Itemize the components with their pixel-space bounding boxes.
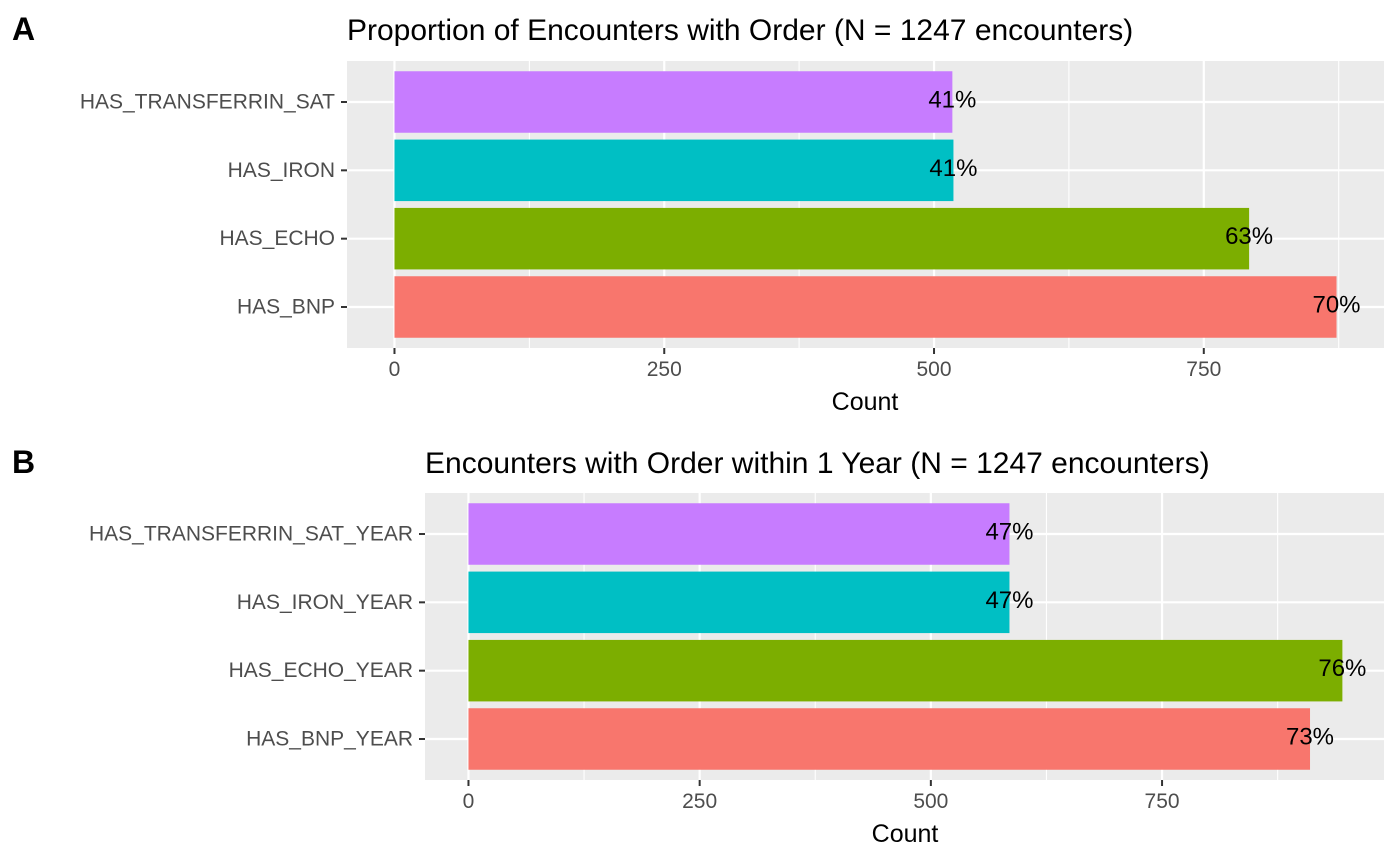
panel-b: B Encounters with Order within 1 Year (N… (12, 444, 1384, 848)
panel-a-plot-area: 41% HAS_TRANSFERRIN_SAT 41% HAS_IRON 63% HAS_… (80, 61, 1384, 381)
panel-b-bar-has-bnp-year (468, 708, 1311, 770)
panel-a-category-label: HAS_ECHO (219, 227, 335, 250)
panel-a-data-label: 41% (928, 87, 976, 114)
panel-a-x-tick-label: 500 (916, 358, 951, 381)
panel-b-data-label: 47% (985, 519, 1033, 546)
panel-a-tag: A (12, 11, 35, 47)
panel-a-category-label: HAS_BNP (237, 296, 335, 319)
panel-b-category-label: HAS_ECHO_YEAR (229, 659, 413, 682)
panel-b-tag: B (12, 444, 35, 480)
panel-b-x-tick-label: 500 (913, 790, 948, 813)
panel-b-data-label: 73% (1286, 724, 1334, 751)
panel-a-bar-has-iron (394, 139, 954, 202)
panel-a: A Proportion of Encounters with Order (N… (12, 11, 1384, 416)
panel-a-data-label: 70% (1312, 292, 1360, 319)
panel-a-x-tick-label: 0 (389, 358, 401, 381)
panel-a-data-label: 63% (1225, 223, 1273, 250)
panel-b-x-tick-label: 250 (682, 790, 717, 813)
panel-b-category-label: HAS_BNP_YEAR (246, 728, 413, 751)
panel-a-title: Proportion of Encounters with Order (N =… (347, 14, 1133, 47)
panel-b-x-tick-label: 750 (1145, 790, 1180, 813)
panel-b-x-tick-label: 0 (463, 790, 475, 813)
panel-b-bar-has-transferrin-sat-year (468, 503, 1010, 565)
panel-b-bar-has-echo-year (468, 639, 1343, 702)
panel-b-data-label: 76% (1318, 655, 1366, 682)
panel-b-x-axis-title: Count (872, 820, 939, 848)
panel-a-x-tick-label: 250 (647, 358, 682, 381)
panel-b-plot-area: 47% HAS_TRANSFERRIN_SAT_YEAR 47% HAS_IRON_Y… (89, 493, 1384, 813)
panel-a-data-label: 41% (929, 155, 977, 182)
panel-a-bar-has-bnp (394, 276, 1337, 338)
panel-a-x-tick-label: 750 (1186, 358, 1221, 381)
panel-b-category-label: HAS_IRON_YEAR (237, 591, 413, 614)
panel-b-title: Encounters with Order within 1 Year (N =… (425, 447, 1210, 480)
panel-a-x-axis-title: Count (832, 388, 899, 416)
panel-b-category-label: HAS_TRANSFERRIN_SAT_YEAR (89, 523, 413, 546)
panel-a-category-label: HAS_TRANSFERRIN_SAT (80, 91, 335, 114)
panel-a-bar-has-transferrin-sat (394, 71, 953, 133)
panel-a-category-label: HAS_IRON (228, 159, 335, 182)
panel-a-bar-has-echo (394, 207, 1250, 270)
panel-b-data-label: 47% (985, 587, 1033, 614)
panel-b-bar-has-iron-year (468, 571, 1010, 634)
